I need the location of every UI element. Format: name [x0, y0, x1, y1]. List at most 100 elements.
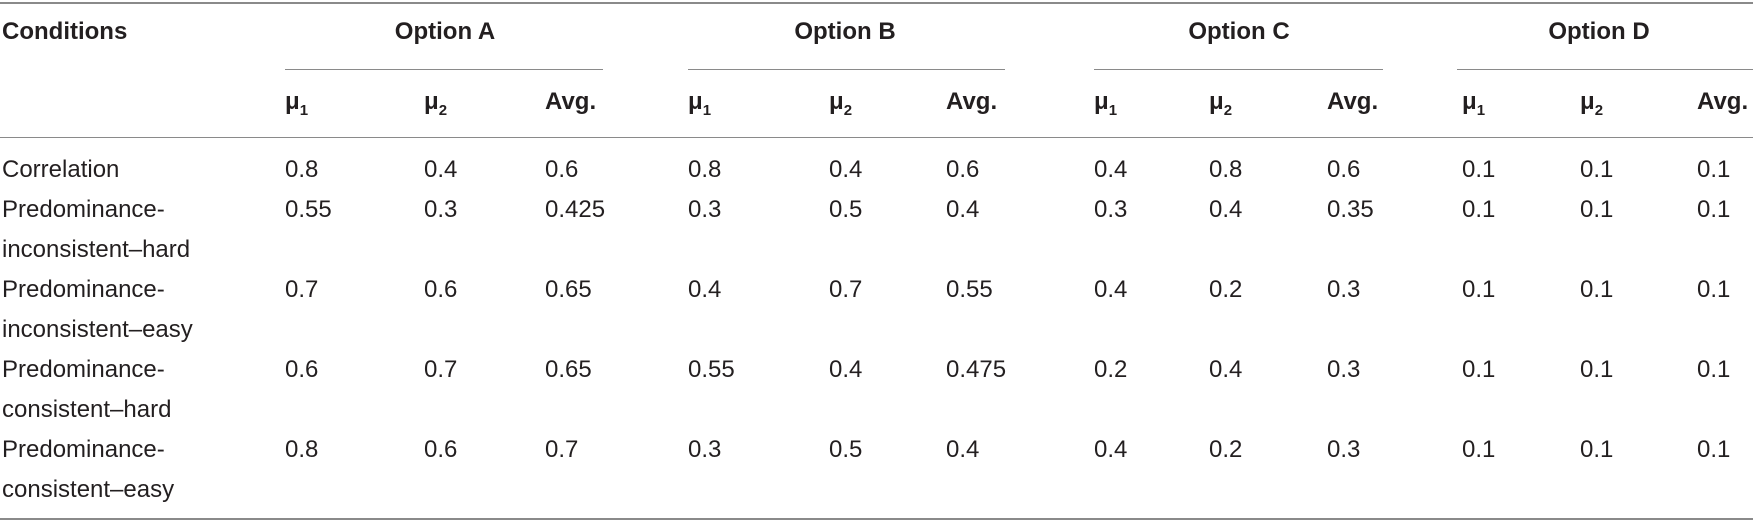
condition-line: consistent–easy: [2, 476, 175, 503]
row-condition-label: Predominance-inconsistent–hard: [2, 190, 190, 270]
subheader-symbol: Avg.: [1327, 88, 1379, 115]
cell-option-d-avg: 0.1: [1697, 156, 1731, 183]
table-top-rule: [0, 2, 1753, 4]
table-bottom-rule: [0, 518, 1753, 520]
header-option-c: Option C: [1188, 18, 1290, 45]
conditions-header: Conditions: [2, 18, 128, 45]
cell-option-d-mu2: 0.1: [1580, 156, 1614, 183]
cell-option-a-avg: 0.425: [545, 196, 606, 223]
condition-line: inconsistent–hard: [2, 236, 191, 263]
cell-option-c-mu1: 0.3: [1094, 196, 1128, 223]
cell-option-b-avg: 0.6: [946, 156, 980, 183]
cell-option-d-mu1: 0.1: [1462, 436, 1496, 463]
subheader-symbol: μ: [688, 88, 703, 115]
cell-option-b-avg: 0.4: [946, 196, 980, 223]
cell-option-a-mu2: 0.7: [424, 356, 458, 383]
cell-option-c-mu1: 0.4: [1094, 156, 1128, 183]
cell-option-b-mu1: 0.55: [688, 356, 735, 383]
subheader-symbol: Avg.: [1697, 88, 1749, 115]
cell-option-b-mu1: 0.3: [688, 196, 722, 223]
cell-option-c-mu2: 0.4: [1209, 356, 1243, 383]
subheader-symbol: μ: [1580, 88, 1595, 115]
subheader-symbol: Avg.: [946, 88, 998, 115]
cell-option-a-mu2: 0.6: [424, 276, 458, 303]
cell-option-d-avg: 0.1: [1697, 356, 1731, 383]
cell-option-a-avg: 0.65: [545, 276, 592, 303]
cell-option-b-avg: 0.4: [946, 436, 980, 463]
cell-option-a-mu2: 0.6: [424, 436, 458, 463]
cell-option-d-mu2: 0.1: [1580, 196, 1614, 223]
cell-option-d-mu1: 0.1: [1462, 276, 1496, 303]
cell-option-b-mu2: 0.5: [829, 196, 863, 223]
cell-option-c-avg: 0.35: [1327, 196, 1374, 223]
subheader-symbol: μ: [285, 88, 300, 115]
subheader-index: 2: [1223, 102, 1233, 119]
cell-option-c-mu1: 0.4: [1094, 276, 1128, 303]
header-option-a: Option A: [394, 18, 496, 45]
cell-option-b-mu2: 0.7: [829, 276, 863, 303]
row-condition-label: Predominance-inconsistent–easy: [2, 270, 193, 350]
cell-option-d-mu2: 0.1: [1580, 436, 1614, 463]
header-option-b: Option B: [794, 18, 896, 45]
cell-option-c-avg: 0.3: [1327, 436, 1361, 463]
subheader-option-d-mu1: μ1: [1462, 88, 1486, 119]
cell-option-a-mu2: 0.4: [424, 156, 458, 183]
cell-option-a-avg: 0.65: [545, 356, 592, 383]
cell-option-a-mu1: 0.8: [285, 436, 319, 463]
cell-option-b-mu1: 0.8: [688, 156, 722, 183]
row-condition-label: Correlation: [2, 150, 119, 190]
cell-option-c-mu1: 0.4: [1094, 436, 1128, 463]
cell-option-d-avg: 0.1: [1697, 436, 1731, 463]
cell-option-a-mu2: 0.3: [424, 196, 458, 223]
subheader-index: 1: [702, 102, 712, 119]
subheader-index: 2: [843, 102, 853, 119]
group-rule-option-b: [688, 69, 1005, 70]
subheader-index: 1: [1476, 102, 1486, 119]
subheader-option-c-mu2: μ2: [1209, 88, 1233, 119]
subheader-index: 2: [438, 102, 448, 119]
subheader-option-a-mu2: μ2: [424, 88, 448, 119]
subheader-option-a-mu1: μ1: [285, 88, 309, 119]
cell-option-c-mu2: 0.8: [1209, 156, 1243, 183]
cell-option-c-mu1: 0.2: [1094, 356, 1128, 383]
condition-line: consistent–hard: [2, 396, 172, 423]
condition-line: Correlation: [2, 156, 120, 183]
cell-option-b-mu2: 0.4: [829, 156, 863, 183]
cell-option-b-mu2: 0.4: [829, 356, 863, 383]
cell-option-a-mu1: 0.55: [285, 196, 332, 223]
cell-option-a-avg: 0.6: [545, 156, 579, 183]
subheader-symbol: μ: [424, 88, 439, 115]
header-bottom-rule: [0, 137, 1753, 138]
subheader-index: 2: [1594, 102, 1604, 119]
cell-option-a-avg: 0.7: [545, 436, 579, 463]
subheader-symbol: μ: [1462, 88, 1477, 115]
cell-option-a-mu1: 0.6: [285, 356, 319, 383]
header-option-d: Option D: [1548, 18, 1650, 45]
subheader-symbol: μ: [829, 88, 844, 115]
cell-option-b-mu1: 0.3: [688, 436, 722, 463]
condition-line: Predominance-: [2, 436, 165, 463]
group-rule-option-c: [1094, 69, 1383, 70]
cell-option-c-mu2: 0.2: [1209, 436, 1243, 463]
subheader-symbol: μ: [1094, 88, 1109, 115]
cell-option-d-mu1: 0.1: [1462, 356, 1496, 383]
subheader-symbol: μ: [1209, 88, 1224, 115]
cell-option-b-mu2: 0.5: [829, 436, 863, 463]
condition-line: Predominance-: [2, 356, 165, 383]
subheader-option-c-avg: Avg.: [1327, 88, 1378, 116]
subheader-option-b-mu1: μ1: [688, 88, 712, 119]
condition-line: inconsistent–easy: [2, 316, 193, 343]
cell-option-d-mu2: 0.1: [1580, 356, 1614, 383]
row-condition-label: Predominance-consistent–easy: [2, 430, 174, 510]
subheader-option-d-avg: Avg.: [1697, 88, 1748, 116]
subheader-option-b-avg: Avg.: [946, 88, 997, 116]
condition-line: Predominance-: [2, 276, 165, 303]
cell-option-d-mu1: 0.1: [1462, 196, 1496, 223]
subheader-index: 1: [299, 102, 309, 119]
group-rule-option-d: [1457, 69, 1753, 70]
condition-line: Predominance-: [2, 196, 165, 223]
row-condition-label: Predominance-consistent–hard: [2, 350, 171, 430]
cell-option-c-avg: 0.6: [1327, 156, 1361, 183]
cell-option-b-avg: 0.55: [946, 276, 993, 303]
group-rule-option-a: [285, 69, 603, 70]
